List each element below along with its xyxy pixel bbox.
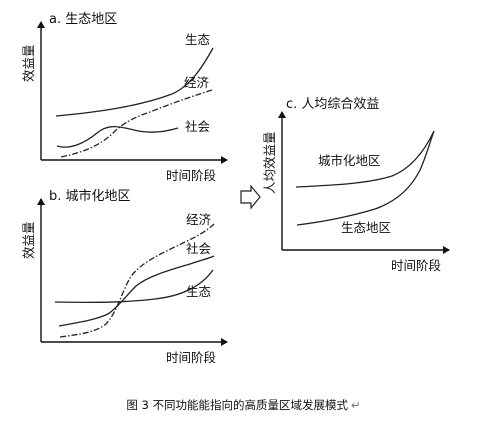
panel-c-urban-label: 城市化地区 <box>318 153 381 168</box>
panel-b-economy-label: 经济 <box>186 212 212 227</box>
panel-c-urban-curve <box>295 130 435 188</box>
panel-c-y-label: 人均效益量 <box>262 131 277 194</box>
panel-b-x-label: 时间阶段 <box>166 350 216 365</box>
panel-b-ecology-curve <box>54 269 214 304</box>
panel-a-y-label: 效益量 <box>21 44 36 82</box>
hollow-right-arrow-icon <box>240 184 261 210</box>
panel-c-ecological-curve <box>296 130 435 226</box>
figure-caption: 图 3 不同功能能指向的高质量区域发展模式 ↵ <box>0 397 487 413</box>
panel-a: a. 生态地区 效益量 时间阶段 生态 经济 社会 <box>21 12 228 183</box>
panel-c-ecological-label: 生态地区 <box>341 220 391 235</box>
panel-a-society-curve <box>56 125 179 148</box>
panel-a-ecology-curve <box>55 47 214 117</box>
panel-b-ecology-label: 生态 <box>186 284 211 299</box>
panel-a-economy-label: 经济 <box>184 75 210 90</box>
panel-b: b. 城市化地区 效益量 时间阶段 经济 社会 生态 <box>21 188 228 365</box>
panel-c-x-label: 时间阶段 <box>391 258 441 273</box>
panel-a-title: a. 生态地区 <box>49 12 117 27</box>
panel-b-society-curve <box>58 255 215 327</box>
panel-a-society-label: 社会 <box>185 119 211 134</box>
panel-a-economy-curve <box>60 89 213 158</box>
panel-a-x-label: 时间阶段 <box>166 168 216 183</box>
panel-a-ecology-label: 生态 <box>185 32 210 47</box>
panel-b-society-label: 社会 <box>186 241 212 256</box>
panel-b-title: b. 城市化地区 <box>49 188 131 204</box>
panel-b-economy-curve <box>59 223 215 338</box>
return-mark: ↵ <box>351 398 361 412</box>
caption-text: 图 3 不同功能能指向的高质量区域发展模式 <box>126 398 348 412</box>
panel-b-y-label: 效益量 <box>21 221 36 259</box>
panel-c-title: c. 人均综合效益 <box>286 97 379 112</box>
panel-c: c. 人均综合效益 人均效益量 时间阶段 城市化地区 生态地区 <box>262 97 450 273</box>
